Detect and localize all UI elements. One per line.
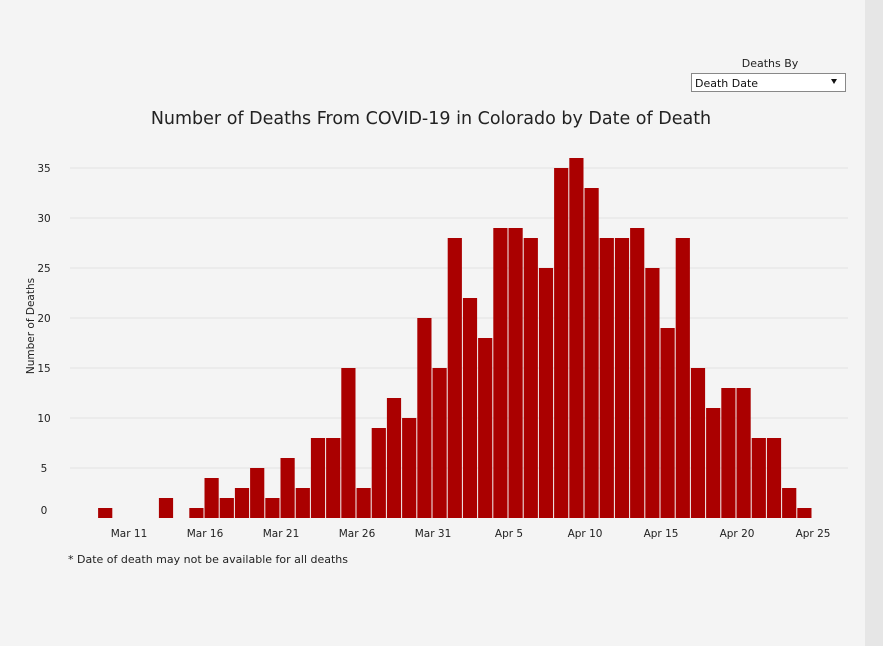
bar (599, 238, 614, 518)
bar (766, 438, 782, 518)
bar (280, 458, 295, 518)
bar (417, 318, 432, 518)
bar (265, 498, 280, 518)
y-tick-label: 0 (41, 505, 48, 517)
x-tick-label: Mar 11 (111, 528, 148, 540)
bar (554, 168, 569, 518)
bar (356, 488, 371, 518)
bar (645, 268, 660, 518)
bar (690, 368, 706, 518)
deaths-by-select[interactable]: Death Date (691, 73, 846, 92)
y-tick-label: 20 (37, 313, 50, 325)
y-axis-label: Number of Deaths (25, 278, 37, 374)
bar (326, 438, 341, 518)
bar (219, 498, 234, 518)
bar (630, 228, 645, 518)
bar (158, 498, 174, 518)
bar (782, 488, 797, 518)
chart-title: Number of Deaths From COVID-19 in Colora… (151, 109, 711, 129)
bar (721, 388, 736, 518)
deaths-by-selected: Death Date (695, 77, 759, 90)
x-tick-label: Apr 15 (644, 528, 679, 540)
bar (98, 508, 113, 518)
y-tick-label: 25 (37, 263, 50, 275)
bar (538, 268, 554, 518)
bar (751, 438, 766, 518)
bar (675, 238, 690, 518)
y-tick-label: 5 (41, 463, 48, 475)
bar (189, 508, 204, 518)
bar (371, 428, 386, 518)
chevron-down-icon (831, 79, 837, 84)
bar (250, 468, 265, 518)
bar (402, 418, 417, 518)
x-tick-label: Apr 25 (796, 528, 831, 540)
x-tick-label: Apr 10 (568, 528, 603, 540)
x-tick-label: Mar 21 (263, 528, 300, 540)
y-tick-label: 35 (37, 163, 50, 175)
deaths-by-label: Deaths By (741, 57, 799, 70)
bar (432, 368, 447, 518)
footnote: * Date of death may not be available for… (68, 553, 349, 566)
bar (295, 488, 310, 518)
x-tick-label: Mar 16 (187, 528, 224, 540)
y-tick-label: 15 (37, 363, 50, 375)
bar (310, 438, 326, 518)
bar (462, 298, 478, 518)
bar (523, 238, 538, 518)
bar (797, 508, 812, 518)
x-tick-label: Apr 20 (720, 528, 755, 540)
bar (660, 328, 675, 518)
y-tick-label: 30 (37, 213, 50, 225)
x-tick-label: Mar 31 (415, 528, 452, 540)
bar (569, 158, 584, 518)
bar (386, 398, 402, 518)
y-tick-label: 10 (37, 413, 50, 425)
x-tick-label: Apr 5 (495, 528, 523, 540)
x-tick-label: Mar 26 (339, 528, 376, 540)
bar (736, 388, 751, 518)
bar (204, 478, 219, 518)
scrollbar[interactable] (865, 0, 883, 646)
bar (341, 368, 356, 518)
bar (493, 228, 508, 518)
bar (447, 238, 462, 518)
bar (614, 238, 630, 518)
bar (508, 228, 523, 518)
bar (234, 488, 250, 518)
bar (478, 338, 493, 518)
bar (706, 408, 721, 518)
bar (584, 188, 599, 518)
